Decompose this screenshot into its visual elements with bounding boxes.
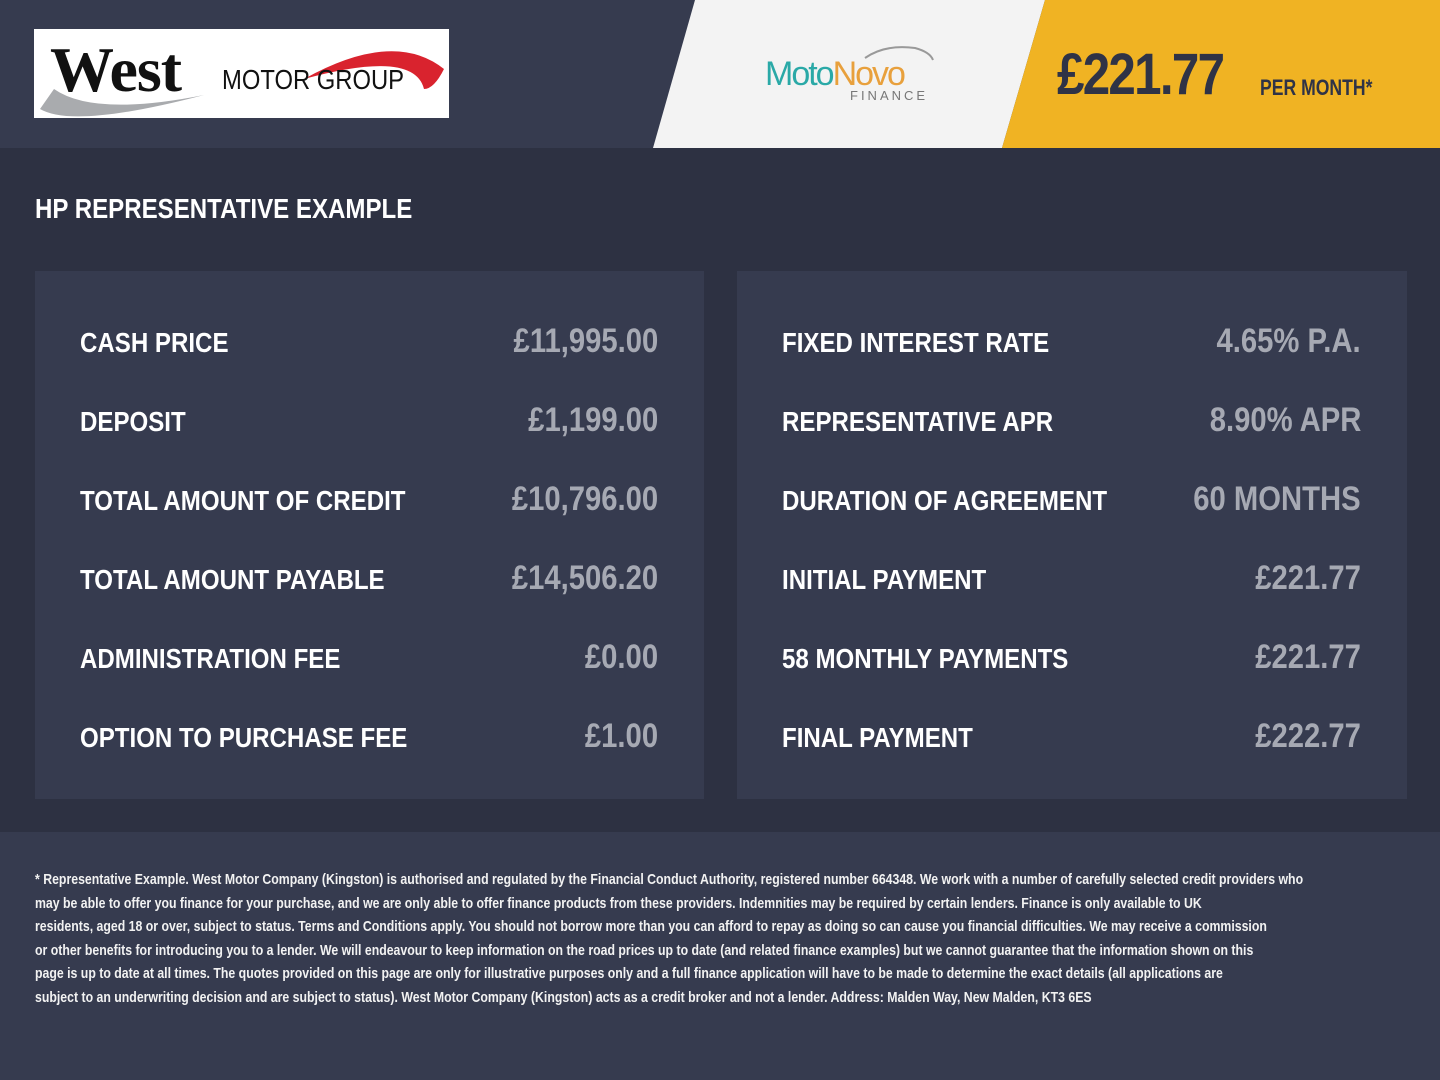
row-label: TOTAL AMOUNT OF CREDIT: [80, 485, 406, 516]
dealer-logo-main: West: [50, 34, 182, 105]
row-label: OPTION TO PURCHASE FEE: [80, 722, 408, 753]
finance-row: 58 MONTHLY PAYMENTS £221.77: [782, 638, 1361, 679]
row-label: 58 MONTHLY PAYMENTS: [782, 643, 1069, 674]
disclaimer-footer: * Representative Example. West Motor Com…: [0, 832, 1440, 1080]
row-label: CASH PRICE: [80, 327, 229, 358]
row-value: £14,506.20: [511, 559, 658, 597]
row-value: £221.77: [1255, 638, 1361, 676]
price-band: [1002, 0, 1440, 148]
disclaimer-line: * Representative Example. West Motor Com…: [35, 871, 1304, 888]
row-label: INITIAL PAYMENT: [782, 564, 987, 595]
disclaimer-text: * Representative Example. West Motor Com…: [35, 868, 1303, 1010]
left-finance-panel: CASH PRICE £11,995.00 DEPOSIT £1,199.00 TO…: [35, 271, 704, 799]
finance-row: ADMINISTRATION FEE £0.00: [80, 638, 658, 679]
finance-row: TOTAL AMOUNT PAYABLE £14,506.20: [80, 559, 658, 600]
finance-row: DURATION OF AGREEMENT 60 MONTHS: [782, 480, 1361, 521]
finance-row: TOTAL AMOUNT OF CREDIT £10,796.00: [80, 480, 658, 521]
finance-logo-sub: FINANCE: [850, 88, 929, 103]
per-month-label: PER MONTH*: [1260, 75, 1373, 100]
row-value: £221.77: [1255, 559, 1361, 597]
row-value: 8.90% APR: [1209, 401, 1361, 439]
disclaimer-line: page is up to date at all times. The quo…: [35, 965, 1223, 983]
car-silhouette-icon: [864, 46, 934, 61]
finance-logo-novo: Novo: [832, 55, 906, 93]
finance-logo-moto: Moto: [765, 55, 835, 93]
row-value: £1.00: [584, 717, 658, 755]
finance-row: OPTION TO PURCHASE FEE £1.00: [80, 717, 658, 758]
row-label: ADMINISTRATION FEE: [80, 643, 341, 674]
dealer-logo-swoosh-icon: [40, 51, 444, 117]
finance-logo-band: [653, 0, 1045, 148]
header: West MOTOR GROUP MotoNovo FINANCE £221.7…: [0, 0, 1440, 148]
dealer-logo-sub: MOTOR GROUP: [222, 64, 405, 95]
finance-provider-logo: MotoNovo FINANCE: [765, 46, 935, 108]
disclaimer-line: may be able to offer you finance for you…: [35, 894, 1202, 912]
row-label: FINAL PAYMENT: [782, 722, 973, 753]
finance-row: CASH PRICE £11,995.00: [80, 322, 658, 363]
monthly-price: £221.77: [1057, 42, 1225, 107]
right-finance-panel: FIXED INTEREST RATE 4.65% P.A. REPRESENTA…: [737, 271, 1407, 799]
finance-row: INITIAL PAYMENT £221.77: [782, 559, 1361, 600]
row-label: DEPOSIT: [80, 406, 186, 437]
row-value: £0.00: [584, 638, 658, 676]
disclaimer-line: subject to an underwriting decision and …: [35, 988, 1092, 1006]
row-value: 4.65% P.A.: [1216, 322, 1361, 360]
row-value: £1,199.00: [527, 401, 658, 439]
row-value: £11,995.00: [513, 322, 658, 360]
row-label: TOTAL AMOUNT PAYABLE: [80, 564, 385, 595]
finance-row: REPRESENTATIVE APR 8.90% APR: [782, 401, 1361, 442]
dealer-logo: West MOTOR GROUP: [34, 29, 449, 118]
finance-row: DEPOSIT £1,199.00: [80, 401, 658, 442]
section-title: HP REPRESENTATIVE EXAMPLE: [35, 193, 413, 224]
row-value: 60 MONTHS: [1193, 480, 1361, 518]
row-label: FIXED INTEREST RATE: [782, 327, 1050, 358]
disclaimer-line: or other benefits for introducing you to…: [35, 941, 1254, 959]
disclaimer-line: residents, aged 18 or over, subject to s…: [35, 918, 1267, 936]
finance-row: FIXED INTEREST RATE 4.65% P.A.: [782, 322, 1361, 363]
row-label: REPRESENTATIVE APR: [782, 406, 1054, 437]
row-label: DURATION OF AGREEMENT: [782, 485, 1108, 516]
row-value: £222.77: [1255, 717, 1361, 755]
finance-row: FINAL PAYMENT £222.77: [782, 717, 1361, 758]
row-value: £10,796.00: [511, 480, 658, 518]
